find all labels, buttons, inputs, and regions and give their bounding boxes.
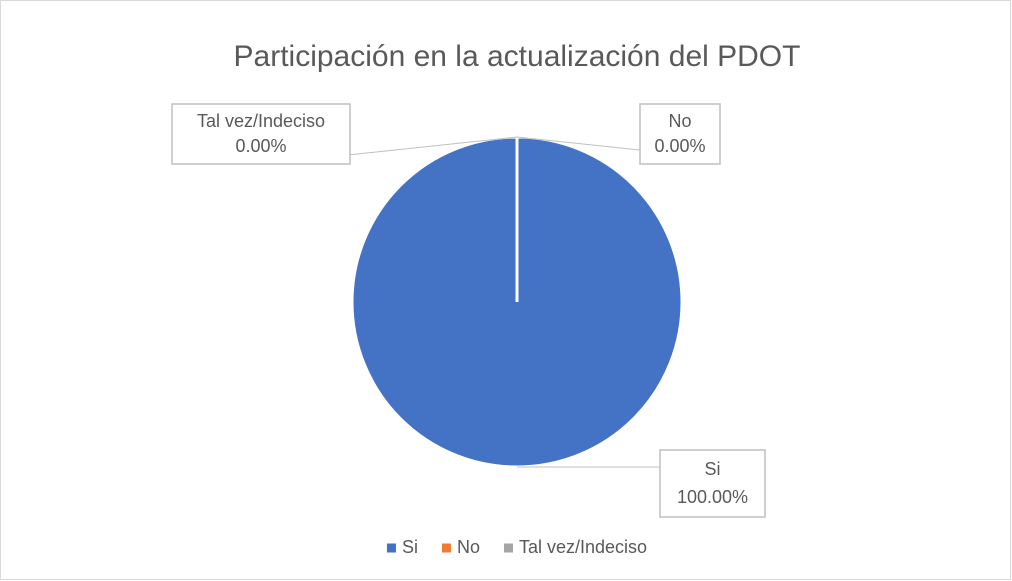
leader-line xyxy=(347,136,518,156)
legend-label: Si xyxy=(402,537,418,557)
chart-title: Participación en la actualización del PD… xyxy=(234,40,801,73)
data-label-value: 0.00% xyxy=(654,136,705,156)
data-label-category: No xyxy=(668,111,691,131)
legend-label: Tal vez/Indeciso xyxy=(519,537,647,557)
legend-swatch xyxy=(503,543,513,553)
label-box xyxy=(639,103,721,165)
legend-swatch xyxy=(441,543,451,553)
legend-label: No xyxy=(457,537,480,557)
legend-swatch xyxy=(386,543,396,553)
leader-line xyxy=(516,136,641,151)
data-label-value: 0.00% xyxy=(235,136,286,156)
label-box xyxy=(171,103,351,165)
data-label-category: Tal vez/Indeciso xyxy=(197,111,325,131)
label-box xyxy=(659,449,766,518)
data-label-category: Si xyxy=(704,459,720,479)
data-label-value: 100.00% xyxy=(677,487,748,507)
